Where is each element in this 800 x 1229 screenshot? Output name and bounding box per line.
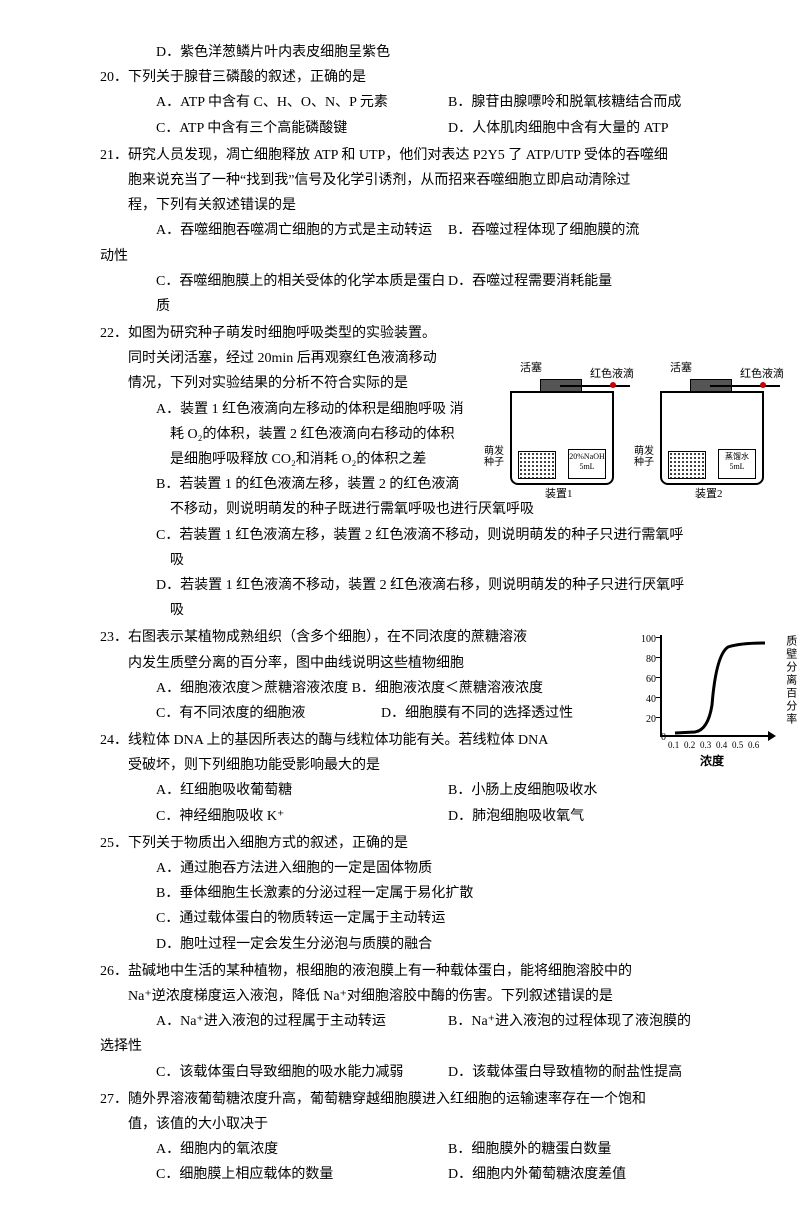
yt20: 20 — [638, 711, 656, 729]
q22-c1: C．若装置 1 红色液滴左移，装置 2 红色液滴不移动，则说明萌发的种子只进行需… — [100, 523, 740, 548]
q26-c: C．该载体蛋白导致细胞的吸水能力减弱 — [156, 1060, 448, 1085]
q26-stem1: 26．盐碱地中生活的某种植物，根细胞的液泡膜上有一种载体蛋白，能将细胞溶胶中的 — [100, 959, 740, 984]
lbl-huosai-2: 活塞 — [670, 359, 692, 379]
q21: 21．研究人员发现，凋亡细胞释放 ATP 和 UTP，他们对表达 P2Y5 了 … — [100, 143, 740, 319]
q23-figure: 质壁分离百分率 100 80 60 40 20 0 0.1 0.2 0.3 0.… — [640, 625, 790, 775]
q21-row2: C．吞噬细胞膜上的相关受体的化学本质是蛋白质 D．吞噬过程需要消耗能量 — [100, 269, 740, 319]
q25-c: C．通过载体蛋白的物质转运一定属于主动转运 — [100, 906, 740, 931]
q27: 27．随外界溶液葡萄糖浓度升高，葡萄糖穿越细胞膜进入红细胞的运输速率存在一个饱和… — [100, 1087, 740, 1188]
yt80: 80 — [638, 651, 656, 669]
q23-xlabel: 浓度 — [700, 751, 724, 773]
q27-row2: C．细胞膜上相应载体的数量 D．细胞内外葡萄糖浓度差值 — [100, 1162, 740, 1187]
xt2: 0.2 — [684, 737, 695, 753]
q27-row1: A．细胞内的氧浓度 B．细胞膜外的糖蛋白数量 — [100, 1137, 740, 1162]
q22-a3: 是细胞呼吸释放 CO₂和消耗 O₂的体积之差 — [100, 447, 500, 472]
q26-b2: 选择性 — [100, 1034, 740, 1059]
q23-ylabel: 质壁分离百分率 — [780, 635, 800, 726]
q27-d: D．细胞内外葡萄糖浓度差值 — [448, 1162, 740, 1187]
q27-stem2: 值，该值的大小取决于 — [100, 1112, 740, 1137]
q22-d1: D．若装置 1 红色液滴不移动，装置 2 红色液滴右移，则说明萌发的种子只进行厌… — [100, 573, 740, 598]
q20-c: C．ATP 中含有三个高能磷酸键 — [156, 116, 448, 141]
q25-a: A．通过胞吞方法进入细胞的一定是固体物质 — [100, 856, 740, 881]
q22-b2: 不移动，则说明萌发的种子既进行需氧呼吸也进行厌氧呼吸 — [100, 497, 740, 522]
xt1: 0.1 — [668, 737, 679, 753]
q22-a1: A．装置 1 红色液滴向左移动的体积是细胞呼吸 消 — [100, 397, 486, 422]
q21-d: D．吞噬过程需要消耗能量 — [448, 269, 740, 319]
q20-a: A．ATP 中含有 C、H、O、N、P 元素 — [156, 90, 448, 115]
lbl-zz1: 装置1 — [545, 485, 573, 505]
q26-row1: A．Na⁺进入液泡的过程属于主动转运 B．Na⁺进入液泡的过程体现了液泡膜的 — [100, 1009, 740, 1034]
q27-stem1: 27．随外界溶液葡萄糖浓度升高，葡萄糖穿越细胞膜进入红细胞的运输速率存在一个饱和 — [100, 1087, 740, 1112]
q22-c2: 吸 — [100, 548, 740, 573]
water-cup: 蒸馏水 5mL — [718, 449, 756, 479]
q22-b1: B．若装置 1 的红色液滴左移，装置 2 的红色液滴 — [100, 472, 486, 497]
q22-stem3: 情况，下列对实验结果的分析不符合实际的是 — [100, 371, 458, 396]
q22-stem2: 同时关闭活塞，经过 20min 后再观察红色液滴移动 — [100, 346, 458, 371]
lbl-seeds-2: 萌发 种子 — [634, 446, 658, 468]
q20-row2: C．ATP 中含有三个高能磷酸键 D．人体肌肉细胞中含有大量的 ATP — [100, 116, 740, 141]
q23-row2: C．有不同浓度的细胞液 D．细胞膜有不同的选择透过性 — [100, 701, 606, 726]
q22-d2: 吸 — [100, 598, 740, 623]
q21-stem2: 胞来说充当了一种“找到我”信号及化学引诱剂，从而招来吞噬细胞立即启动清除过 — [100, 168, 740, 193]
q25-b: B．垂体细胞生长激素的分泌过程一定属于易化扩散 — [100, 881, 740, 906]
q20-stem: 20．下列关于腺苷三磷酸的叙述，正确的是 — [100, 65, 740, 90]
lbl-zz2: 装置2 — [695, 485, 723, 505]
q21-b2: 动性 — [100, 244, 740, 269]
q24-c: C．神经细胞吸收 K⁺ — [156, 804, 448, 829]
q22-figure: 活塞 红色液滴 20%NaOH 5mL 萌发 种子 装置1 活塞 红色液滴 蒸馏… — [490, 351, 790, 501]
q25: 25．下列关于物质出入细胞方式的叙述，正确的是 A．通过胞吞方法进入细胞的一定是… — [100, 831, 740, 957]
yt40: 40 — [638, 691, 656, 709]
q20-row1: A．ATP 中含有 C、H、O、N、P 元素 B．腺苷由腺嘌呤和脱氧核糖结合而成 — [100, 90, 740, 115]
q23-row1: A．细胞液浓度＞蔗糖溶液浓度 B．细胞液浓度＜蔗糖溶液浓度 — [100, 676, 606, 701]
q21-a: A．吞噬细胞吞噬凋亡细胞的方式是主动转运 — [156, 218, 448, 243]
q23-d: D．细胞膜有不同的选择透过性 — [381, 701, 606, 726]
yt60: 60 — [638, 671, 656, 689]
q21-c: C．吞噬细胞膜上的相关受体的化学本质是蛋白质 — [156, 269, 448, 319]
q24-row1: A．红细胞吸收葡萄糖 B．小肠上皮细胞吸收水 — [100, 778, 740, 803]
q21-b: B．吞噬过程体现了细胞膜的流 — [448, 218, 740, 243]
q24-b: B．小肠上皮细胞吸收水 — [448, 778, 740, 803]
q22-stem1: 22．如图为研究种子萌发时细胞呼吸类型的实验装置。 — [100, 321, 740, 346]
lbl-drop-2: 红色液滴 — [740, 365, 784, 385]
q20-b: B．腺苷由腺嘌呤和脱氧核糖结合而成 — [448, 90, 740, 115]
q24-row2: C．神经细胞吸收 K⁺ D．肺泡细胞吸收氧气 — [100, 804, 740, 829]
naoh-cup: 20%NaOH 5mL — [568, 449, 606, 479]
q22-a2: 耗 O₂的体积，装置 2 红色液滴向右移动的体积 — [100, 422, 500, 447]
q21-stem3: 程，下列有关叙述错误的是 — [100, 193, 740, 218]
q22: 活塞 红色液滴 20%NaOH 5mL 萌发 种子 装置1 活塞 红色液滴 蒸馏… — [100, 321, 740, 623]
q25-d: D．胞吐过程一定会发生分泌泡与质膜的融合 — [100, 932, 740, 957]
q23: 质壁分离百分率 100 80 60 40 20 0 0.1 0.2 0.3 0.… — [100, 625, 740, 726]
q24-a: A．红细胞吸收葡萄糖 — [156, 778, 448, 803]
lbl-drop-1: 红色液滴 — [590, 365, 634, 385]
q26-stem2: Na⁺逆浓度梯度运入液泡，降低 Na⁺对细胞溶胶中酶的伤害。下列叙述错误的是 — [100, 984, 740, 1009]
lbl-huosai-1: 活塞 — [520, 359, 542, 379]
q25-stem: 25．下列关于物质出入细胞方式的叙述，正确的是 — [100, 831, 740, 856]
seeds-2 — [668, 451, 706, 479]
curve — [660, 635, 770, 735]
q27-a: A．细胞内的氧浓度 — [156, 1137, 448, 1162]
q23-b: B．细胞液浓度＜蔗糖溶液浓度 — [352, 681, 543, 696]
xt5: 0.5 — [732, 737, 743, 753]
seeds-1 — [518, 451, 556, 479]
q19-option-d: D．紫色洋葱鳞片叶内表皮细胞呈紫色 — [100, 40, 740, 65]
q21-row1: A．吞噬细胞吞噬凋亡细胞的方式是主动转运 B．吞噬过程体现了细胞膜的流 — [100, 218, 740, 243]
yt100: 100 — [638, 631, 656, 649]
q23-a: A．细胞液浓度＞蔗糖溶液浓度 — [156, 681, 348, 696]
q23-stem1: 23．右图表示某植物成熟组织（含多个细胞），在不同浓度的蔗糖溶液 — [100, 625, 550, 650]
q26: 26．盐碱地中生活的某种植物，根细胞的液泡膜上有一种载体蛋白，能将细胞溶胶中的 … — [100, 959, 740, 1085]
q23-stem2: 内发生质壁分离的百分率，图中曲线说明这些植物细胞 — [100, 651, 578, 676]
q20: 20．下列关于腺苷三磷酸的叙述，正确的是 A．ATP 中含有 C、H、O、N、P… — [100, 65, 740, 141]
xt6: 0.6 — [748, 737, 759, 753]
q26-a: A．Na⁺进入液泡的过程属于主动转运 — [156, 1009, 448, 1034]
q23-c: C．有不同浓度的细胞液 — [156, 701, 381, 726]
q20-d: D．人体肌肉细胞中含有大量的 ATP — [448, 116, 740, 141]
q21-stem1: 21．研究人员发现，凋亡细胞释放 ATP 和 UTP，他们对表达 P2Y5 了 … — [100, 143, 740, 168]
q26-row2: C．该载体蛋白导致细胞的吸水能力减弱 D．该载体蛋白导致植物的耐盐性提高 — [100, 1060, 740, 1085]
q26-d: D．该载体蛋白导致植物的耐盐性提高 — [448, 1060, 740, 1085]
q27-c: C．细胞膜上相应载体的数量 — [156, 1162, 448, 1187]
q26-b: B．Na⁺进入液泡的过程体现了液泡膜的 — [448, 1009, 740, 1034]
q27-b: B．细胞膜外的糖蛋白数量 — [448, 1137, 740, 1162]
lbl-seeds-1: 萌发 种子 — [484, 446, 508, 468]
q24-d: D．肺泡细胞吸收氧气 — [448, 804, 740, 829]
